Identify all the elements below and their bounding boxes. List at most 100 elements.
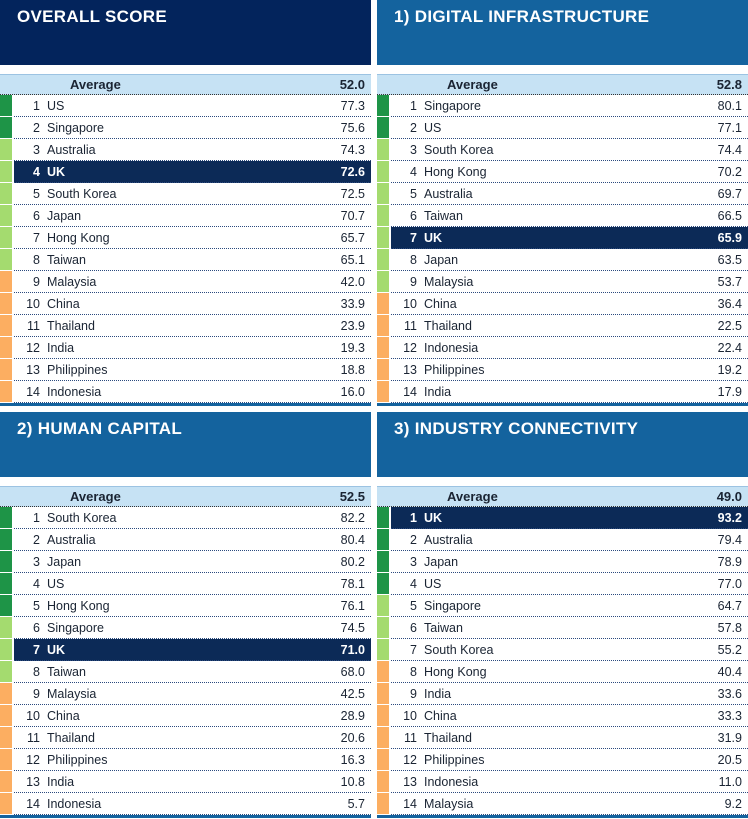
score-tier-indicator [377, 183, 389, 204]
row-value: 65.9 [717, 230, 742, 245]
row-rank: 4 [410, 164, 417, 179]
row-value: 74.3 [340, 142, 365, 157]
row-cells: 4 Hong Kong 70.2 [391, 161, 748, 183]
row-value: 75.6 [340, 120, 365, 135]
row-cells: 8 Taiwan 65.1 [14, 249, 371, 271]
score-tier-indicator [377, 705, 389, 726]
row-value: 31.9 [717, 730, 742, 745]
table-row: 12 Philippines 20.5 [377, 749, 748, 771]
table-row: 1 South Korea 82.2 [0, 507, 371, 529]
row-country: Singapore [424, 98, 481, 113]
row-cells: 12 Philippines 16.3 [14, 749, 371, 771]
score-tier-indicator [377, 161, 389, 182]
score-tier-indicator [0, 161, 12, 182]
row-country: Singapore [47, 620, 104, 635]
score-tier-indicator [0, 661, 12, 682]
row-country: Australia [47, 532, 96, 547]
row-cells: 6 Taiwan 57.8 [391, 617, 748, 639]
row-country: Hong Kong [47, 230, 110, 245]
table-row: 13 Philippines 19.2 [377, 359, 748, 381]
score-tier-indicator [0, 595, 12, 616]
row-rank: 12 [26, 752, 40, 767]
row-country: South Korea [47, 186, 117, 201]
table-row: 2 US 77.1 [377, 117, 748, 139]
table-row: 4 US 77.0 [377, 573, 748, 595]
row-value: 33.3 [717, 708, 742, 723]
score-tier-indicator [377, 507, 389, 528]
table-row: 7 South Korea 55.2 [377, 639, 748, 661]
row-country: South Korea [424, 142, 494, 157]
row-cells: 12 Philippines 20.5 [391, 749, 748, 771]
row-value: 76.1 [340, 598, 365, 613]
row-value: 80.1 [717, 98, 742, 113]
row-value: 42.0 [340, 274, 365, 289]
row-cells: 13 India 10.8 [14, 771, 371, 793]
row-cells: 7 UK 65.9 [391, 227, 748, 249]
score-tier-indicator [0, 315, 12, 336]
table-row: 6 Singapore 74.5 [0, 617, 371, 639]
row-value: 36.4 [717, 296, 742, 311]
table-row: 7 UK 65.9 [377, 227, 748, 249]
score-tier-indicator [377, 227, 389, 248]
table-header: OVERALL SCORE [0, 0, 371, 65]
row-country: UK [47, 164, 66, 179]
table-row: 10 China 33.3 [377, 705, 748, 727]
row-cells: 11 Thailand 23.9 [14, 315, 371, 337]
table-row: 3 Japan 80.2 [0, 551, 371, 573]
row-value: 70.7 [340, 208, 365, 223]
row-rank: 11 [27, 318, 40, 333]
score-tier-indicator [0, 617, 12, 638]
table-row: 8 Taiwan 65.1 [0, 249, 371, 271]
row-rank: 14 [403, 796, 417, 811]
score-tier-indicator [377, 595, 389, 616]
row-value: 66.5 [717, 208, 742, 223]
table-row: 12 Indonesia 22.4 [377, 337, 748, 359]
row-value: 82.2 [340, 510, 365, 525]
row-cells: 13 Philippines 19.2 [391, 359, 748, 381]
row-value: 70.2 [717, 164, 742, 179]
row-rank: 14 [403, 384, 417, 399]
row-value: 79.4 [717, 532, 742, 547]
row-rank: 13 [403, 774, 417, 789]
row-rank: 2 [410, 120, 417, 135]
row-value: 20.5 [717, 752, 742, 767]
table-row: 1 US 77.3 [0, 95, 371, 117]
row-cells: 1 US 77.3 [14, 95, 371, 117]
row-rank: 9 [410, 274, 417, 289]
row-value: 55.2 [717, 642, 742, 657]
score-tier-indicator [377, 293, 389, 314]
row-country: Australia [424, 532, 473, 547]
row-country: Philippines [424, 362, 485, 377]
row-rank: 6 [410, 620, 417, 635]
table-row: 3 Japan 78.9 [377, 551, 748, 573]
row-value: 40.4 [717, 664, 742, 679]
score-tier-indicator [377, 771, 389, 792]
row-value: 16.0 [340, 384, 365, 399]
row-country: Japan [424, 554, 459, 569]
table-rows: 1 Singapore 80.1 2 US 77.1 3 South Korea 74.4 4 Ho… [377, 95, 748, 406]
row-cells: 10 China 36.4 [391, 293, 748, 315]
table-overall-score: OVERALL SCORE Average 52.0 1 US 77.3 2 Singa… [0, 0, 371, 406]
score-tier-indicator [377, 793, 389, 814]
table-row: 2 Australia 80.4 [0, 529, 371, 551]
row-value: 71.0 [340, 642, 365, 657]
row-value: 68.0 [340, 664, 365, 679]
table-row: 11 Thailand 20.6 [0, 727, 371, 749]
row-value: 72.6 [340, 164, 365, 179]
row-value: 16.3 [340, 752, 365, 767]
table-title: 2) HUMAN CAPITAL [17, 419, 183, 438]
table-rows: 1 UK 93.2 2 Australia 79.4 3 Japan 78.9 4 US 77.0 5 S… [377, 507, 748, 818]
score-tier-indicator [0, 639, 12, 660]
row-rank: 1 [410, 98, 417, 113]
row-cells: 13 Philippines 18.8 [14, 359, 371, 381]
score-tier-indicator [377, 271, 389, 292]
row-country: Taiwan [424, 208, 463, 223]
row-country: Malaysia [424, 274, 474, 289]
row-country: India [424, 686, 452, 701]
row-rank: 1 [33, 98, 40, 113]
row-country: Malaysia [424, 796, 474, 811]
row-cells: 7 South Korea 55.2 [391, 639, 748, 661]
score-tier-indicator [377, 95, 389, 116]
row-rank: 1 [410, 510, 417, 525]
